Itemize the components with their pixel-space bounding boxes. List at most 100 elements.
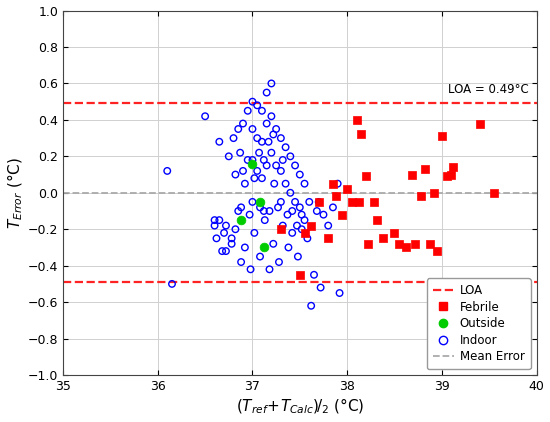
Point <box>303 235 312 242</box>
Point <box>239 168 248 174</box>
Point <box>246 266 255 273</box>
Point <box>236 217 245 224</box>
Point <box>290 162 299 169</box>
Point <box>373 217 382 224</box>
Point <box>294 253 302 260</box>
Point <box>250 175 258 181</box>
Point <box>201 113 210 119</box>
Point <box>364 241 372 247</box>
Point <box>316 284 325 291</box>
Point <box>447 171 456 178</box>
Point <box>395 241 404 247</box>
Point <box>212 235 221 242</box>
Point <box>248 198 257 205</box>
Point <box>236 204 245 211</box>
Point <box>253 168 262 174</box>
Point <box>348 198 356 205</box>
Point <box>215 217 224 224</box>
Point <box>260 208 268 214</box>
Point <box>319 211 328 218</box>
Point <box>256 204 265 211</box>
Point <box>248 157 257 163</box>
X-axis label: $\left(T_{ref}\!+\!T_{Calc}\right)\!/_{2}$ (°C): $\left(T_{ref}\!+\!T_{Calc}\right)\!/_{2… <box>235 397 364 417</box>
Point <box>227 235 236 242</box>
Point <box>310 271 318 278</box>
Point <box>315 198 323 205</box>
Point <box>362 173 371 180</box>
Point <box>430 189 439 196</box>
Point <box>267 80 276 87</box>
Point <box>333 180 342 187</box>
Point <box>269 241 278 247</box>
Point <box>265 208 274 214</box>
Point <box>215 138 224 145</box>
Point <box>490 189 498 196</box>
Point <box>332 193 340 200</box>
Point <box>231 226 240 233</box>
Point <box>286 189 295 196</box>
Point <box>239 120 248 127</box>
Point <box>357 131 366 138</box>
Point <box>243 157 252 163</box>
Point <box>315 198 323 205</box>
Point <box>273 204 282 211</box>
Legend: LOA, Febrile, Outside, Indoor, Mean Error: LOA, Febrile, Outside, Indoor, Mean Erro… <box>427 278 531 369</box>
Point <box>305 198 314 205</box>
Point <box>222 222 230 229</box>
Point <box>416 193 425 200</box>
Point <box>272 126 280 133</box>
Point <box>312 208 321 214</box>
Point <box>437 133 446 140</box>
Point <box>234 126 243 133</box>
Point <box>219 230 228 236</box>
Point <box>248 98 257 105</box>
Point <box>281 144 290 151</box>
Point <box>475 120 484 127</box>
Point <box>256 198 265 205</box>
Point <box>352 116 361 123</box>
Point <box>290 198 299 205</box>
Point <box>402 244 410 251</box>
Point <box>253 135 262 141</box>
Point <box>234 208 243 214</box>
Y-axis label: $T_{Error}$ (°C): $T_{Error}$ (°C) <box>6 157 25 229</box>
Text: LOA = 0.49°C: LOA = 0.49°C <box>448 83 529 96</box>
Point <box>260 157 268 163</box>
Point <box>354 198 363 205</box>
Point <box>231 171 240 178</box>
Point <box>255 149 263 156</box>
Point <box>300 180 309 187</box>
Point <box>407 171 416 178</box>
Point <box>278 157 287 163</box>
Point <box>245 211 254 218</box>
Point <box>442 173 451 180</box>
Point <box>257 138 266 145</box>
Point <box>168 281 177 287</box>
Point <box>256 253 265 260</box>
Point <box>270 180 279 187</box>
Point <box>295 171 304 178</box>
Point <box>210 222 219 229</box>
Point <box>240 180 249 187</box>
Point <box>277 135 285 141</box>
Point <box>229 135 238 141</box>
Point <box>250 230 258 236</box>
Point <box>420 166 429 173</box>
Point <box>253 102 262 109</box>
Point <box>324 235 333 242</box>
Point <box>277 198 285 205</box>
Point <box>274 259 283 265</box>
Point <box>281 180 290 187</box>
Point <box>260 244 268 251</box>
Point <box>262 120 271 127</box>
Point <box>224 153 233 160</box>
Point <box>288 230 296 236</box>
Point <box>236 259 245 265</box>
Point <box>262 162 271 169</box>
Point <box>379 235 388 242</box>
Point <box>390 230 399 236</box>
Point <box>260 217 269 224</box>
Point <box>295 204 304 211</box>
Point <box>267 149 276 156</box>
Point <box>257 108 266 114</box>
